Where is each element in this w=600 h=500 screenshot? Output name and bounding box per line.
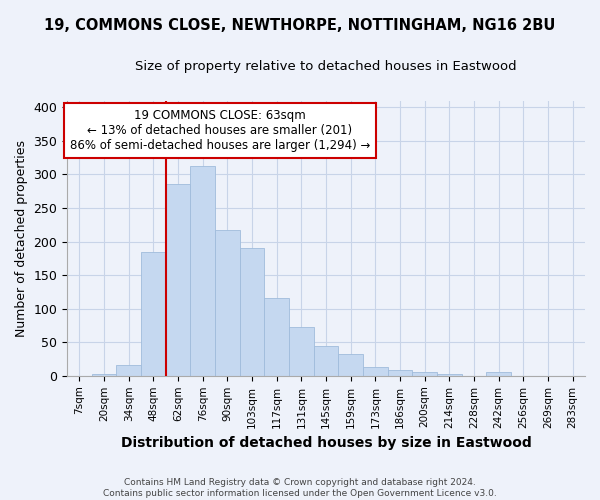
Bar <box>92 374 116 376</box>
Bar <box>190 166 215 376</box>
Bar <box>363 367 388 376</box>
Bar <box>412 372 437 376</box>
Title: Size of property relative to detached houses in Eastwood: Size of property relative to detached ho… <box>135 60 517 73</box>
Bar <box>141 252 166 376</box>
Bar <box>437 374 462 376</box>
Bar <box>116 365 141 376</box>
Bar <box>166 184 190 376</box>
Text: 19, COMMONS CLOSE, NEWTHORPE, NOTTINGHAM, NG16 2BU: 19, COMMONS CLOSE, NEWTHORPE, NOTTINGHAM… <box>44 18 556 32</box>
Bar <box>289 328 314 376</box>
Bar <box>338 354 363 376</box>
Bar <box>487 372 511 376</box>
Text: 19 COMMONS CLOSE: 63sqm
← 13% of detached houses are smaller (201)
86% of semi-d: 19 COMMONS CLOSE: 63sqm ← 13% of detache… <box>70 108 370 152</box>
X-axis label: Distribution of detached houses by size in Eastwood: Distribution of detached houses by size … <box>121 436 532 450</box>
Bar <box>314 346 338 376</box>
Bar <box>240 248 265 376</box>
Bar <box>388 370 412 376</box>
Text: Contains HM Land Registry data © Crown copyright and database right 2024.
Contai: Contains HM Land Registry data © Crown c… <box>103 478 497 498</box>
Y-axis label: Number of detached properties: Number of detached properties <box>15 140 28 336</box>
Bar <box>215 230 240 376</box>
Bar <box>265 298 289 376</box>
